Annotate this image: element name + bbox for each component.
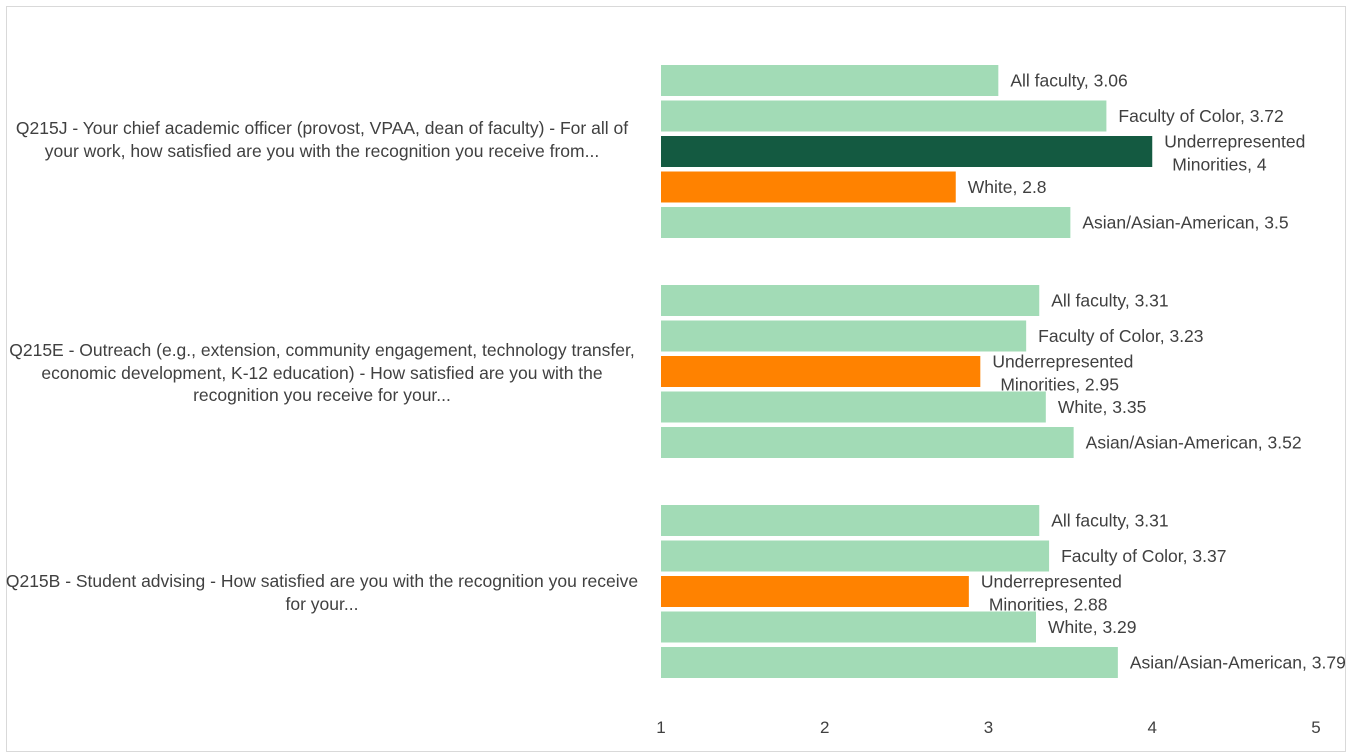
bar-2-3 (661, 611, 1036, 643)
bar-data-label-1-4: Asian/Asian-American, 3.52 (1086, 433, 1302, 453)
bar-1-4 (661, 427, 1074, 458)
question-label-q215j: Q215J - Your chief academic officer (pro… (15, 118, 629, 161)
bar-1-1 (661, 320, 1027, 352)
bar-2-0 (661, 505, 1040, 536)
bar-data-label-1-2: Underrepresented Minorities, 2.95 (992, 352, 1133, 395)
bar-0-0 (661, 65, 999, 96)
bar-data-label-1-1: Faculty of Color, 3.23 (1038, 326, 1203, 346)
question-label-q215b: Q215B - Student advising - How satisfied… (5, 571, 639, 614)
bar-0-4 (661, 207, 1071, 238)
bar-data-label-2-4: Asian/Asian-American, 3.79 (1130, 653, 1346, 673)
x-tick-label-2: 2 (820, 718, 829, 737)
bar-2-4 (661, 647, 1118, 678)
bar-data-label-1-3: White, 3.35 (1058, 397, 1147, 417)
bar-0-2 (661, 136, 1153, 167)
bar-data-label-2-3: White, 3.29 (1048, 617, 1137, 637)
bar-data-label-0-1: Faculty of Color, 3.72 (1118, 106, 1283, 126)
bar-data-label-0-0: All faculty, 3.06 (1010, 71, 1127, 91)
bar-2-2 (661, 576, 969, 607)
x-tick-label-3: 3 (984, 718, 993, 737)
x-tick-label-1: 1 (656, 718, 665, 737)
x-tick-label-5: 5 (1311, 718, 1320, 737)
bar-data-label-2-0: All faculty, 3.31 (1051, 511, 1168, 531)
bar-data-label-1-0: All faculty, 3.31 (1051, 291, 1168, 311)
bar-1-2 (661, 356, 981, 387)
question-label-q215e: Q215E - Outreach (e.g., extension, commu… (9, 340, 635, 405)
bar-1-3 (661, 391, 1046, 423)
bar-0-1 (661, 100, 1107, 132)
bar-0-3 (661, 171, 956, 203)
bar-1-0 (661, 285, 1040, 316)
bar-data-label-2-1: Faculty of Color, 3.37 (1061, 546, 1226, 566)
bar-data-label-0-2: Underrepresented Minorities, 4 (1164, 132, 1305, 175)
bar-2-1 (661, 540, 1050, 572)
x-tick-label-4: 4 (1148, 718, 1157, 737)
bar-data-label-0-4: Asian/Asian-American, 3.5 (1082, 213, 1288, 233)
bar-data-label-2-2: Underrepresented Minorities, 2.88 (981, 572, 1122, 615)
bar-data-label-0-3: White, 2.8 (968, 177, 1047, 197)
